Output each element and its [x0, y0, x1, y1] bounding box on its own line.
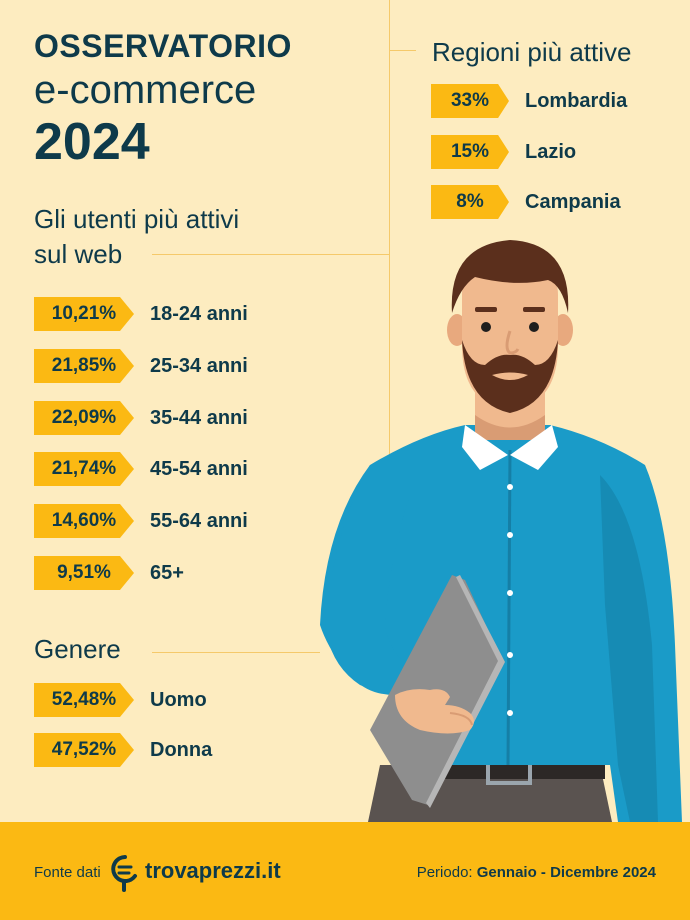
age-pct-badge: 9,51% — [34, 556, 134, 590]
region-row: 8% Campania — [431, 185, 621, 219]
period-value: Gennaio - Dicembre 2024 — [476, 864, 656, 881]
gender-label: Uomo — [150, 688, 207, 711]
age-pct-badge: 14,60% — [34, 504, 134, 538]
divider-regions — [390, 50, 416, 51]
age-pct-badge: 10,21% — [34, 297, 134, 331]
region-name: Lazio — [525, 140, 577, 163]
region-pct-badge: 33% — [431, 84, 509, 118]
age-range-label: 45-54 anni — [150, 457, 248, 480]
region-row: 33% Lombardia — [431, 84, 627, 118]
region-name: Campania — [525, 190, 621, 213]
divider-gender — [152, 652, 320, 653]
region-pct-badge: 8% — [431, 185, 509, 219]
gender-label: Donna — [150, 738, 213, 761]
divider-ages — [152, 254, 390, 255]
age-range-label: 55-64 anni — [150, 509, 248, 532]
title-line-2: e-commerce — [34, 68, 257, 112]
age-row: 14,60% 55-64 anni — [34, 504, 248, 538]
footer: Fonte dati trovaprezzi.it Periodo: Genna… — [0, 822, 690, 920]
region-row: 15% Lazio — [431, 135, 576, 169]
ages-heading-line-2: sul web — [34, 239, 123, 269]
period-label: Periodo: — [416, 864, 477, 881]
title-line-1: OSSERVATORIO — [34, 28, 292, 64]
source-label: Fonte dati — [34, 864, 101, 881]
gender-heading: Genere — [34, 634, 121, 664]
regions-heading: Regioni più attive — [432, 37, 632, 67]
age-range-label: 18-24 anni — [150, 302, 248, 325]
ages-heading-line-1: Gli utenti più attivi — [34, 204, 240, 234]
age-row: 9,51% 65+ — [34, 556, 184, 590]
region-pct-badge: 15% — [431, 135, 509, 169]
gender-pct-badge: 52,48% — [34, 683, 134, 717]
age-row: 10,21% 18-24 anni — [34, 297, 248, 331]
brand-name: trovaprezzi.it — [145, 858, 281, 883]
age-range-label: 65+ — [150, 561, 184, 584]
gender-pct-badge: 47,52% — [34, 733, 134, 767]
age-row: 21,85% 25-34 anni — [34, 349, 248, 383]
man-with-laptop-illustration — [320, 240, 682, 822]
gender-row: 52,48% Uomo — [34, 683, 207, 717]
divider-vertical — [389, 0, 390, 470]
trovaprezzi-logo-icon — [111, 855, 137, 892]
age-pct-badge: 21,85% — [34, 349, 134, 383]
region-name: Lombardia — [525, 89, 628, 112]
age-row: 21,74% 45-54 anni — [34, 452, 248, 486]
title-year: 2024 — [34, 113, 150, 171]
age-pct-badge: 21,74% — [34, 452, 134, 486]
period: Periodo: Gennaio - Dicembre 2024 — [417, 864, 656, 881]
age-row: 22,09% 35-44 anni — [34, 401, 248, 435]
age-pct-badge: 22,09% — [34, 401, 134, 435]
age-range-label: 25-34 anni — [150, 354, 248, 377]
gender-row: 47,52% Donna — [34, 733, 212, 767]
age-range-label: 35-44 anni — [150, 406, 248, 429]
